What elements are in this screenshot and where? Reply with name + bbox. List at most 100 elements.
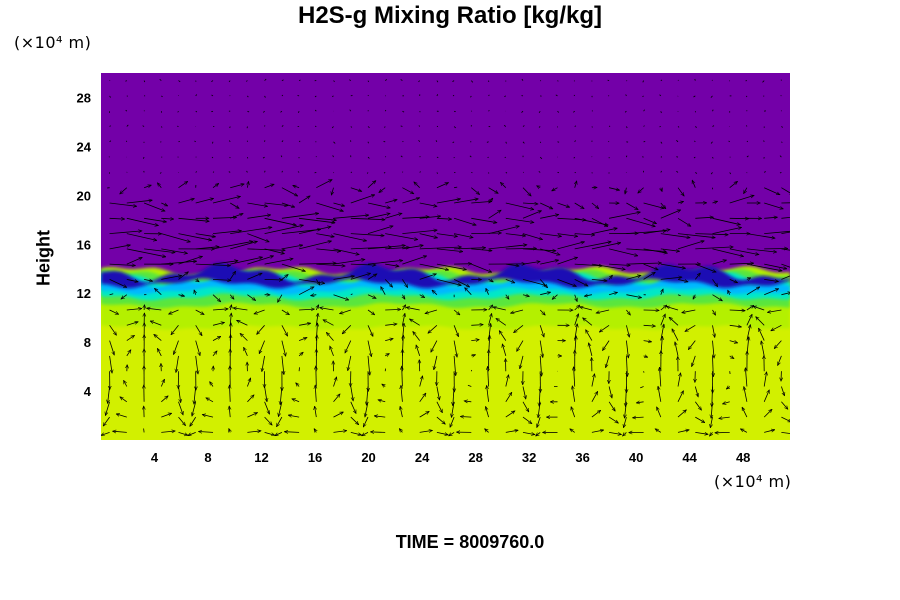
wind-vector [402,313,405,326]
wind-vector [688,340,696,350]
wind-vector [488,110,490,112]
wind-vector [436,218,452,219]
wind-vector [453,279,470,288]
wind-vector [161,431,175,432]
wind-vector [350,401,357,414]
wind-vector [471,248,492,251]
wind-vector [211,110,214,113]
wind-vector [126,233,157,241]
wind-vector [540,233,561,237]
wind-vector [292,399,300,403]
wind-vector [436,172,438,174]
wind-vector [633,417,644,418]
wind-vector [264,248,285,254]
wind-vector [333,377,337,387]
wind-vector [385,200,397,204]
y-tick-label: 12 [77,286,91,301]
wind-vector [729,356,734,359]
wind-vector [316,217,336,220]
wind-vector [712,125,715,127]
wind-vector [505,411,515,418]
wind-vector [522,401,529,412]
wind-vector [746,337,749,356]
wind-vector [781,401,788,410]
wind-vector [264,170,266,173]
wind-vector [454,199,478,204]
wind-vector [212,279,231,280]
wind-vector [195,110,198,113]
wind-vector [643,217,657,223]
wind-vector [677,294,681,297]
wind-vector-field [101,78,790,436]
wind-vector [349,109,352,112]
wind-vector [367,126,370,129]
wind-vector [229,202,239,208]
wind-vector [264,217,297,225]
wind-vector [212,241,253,250]
wind-vector [488,279,494,283]
wind-vector [229,406,230,418]
wind-vector [669,317,679,326]
wind-vector [781,432,790,434]
wind-vector [400,125,403,127]
wind-vector [539,340,543,358]
wind-vector [591,391,598,402]
wind-vector [471,187,479,195]
wind-vector [281,187,298,197]
wind-vector [326,332,334,341]
wind-vector [333,411,344,418]
wind-vector [574,314,579,326]
wind-vector [264,386,267,402]
wind-vector [350,386,353,401]
wind-vector [314,109,317,112]
wind-vector [264,259,294,265]
wind-vector [522,187,531,196]
wind-vector [712,279,718,286]
wind-vector [505,375,509,387]
wind-vector [695,263,716,272]
wind-vector [763,171,766,173]
wind-vector [161,218,174,219]
wind-vector [144,248,175,253]
wind-vector [281,275,288,280]
wind-vector [710,432,713,436]
wind-vector [195,264,231,266]
wind-vector [746,287,760,296]
wind-vector [419,216,441,219]
wind-vector [471,263,491,272]
wind-vector [693,95,696,98]
wind-vector [367,202,390,208]
wind-vector [161,276,181,280]
wind-vector [471,233,501,234]
wind-vector [449,432,455,436]
wind-vector [557,110,560,113]
wind-vector [160,126,163,128]
wind-vector [729,341,738,343]
wind-vector [331,126,334,129]
wind-vector [367,245,405,250]
wind-vector [296,383,299,387]
wind-vector [642,95,644,98]
wind-vector [384,109,387,112]
wind-vector [385,247,410,249]
wind-vector [522,233,543,240]
wind-vector [367,355,370,375]
wind-vector [416,345,421,357]
wind-vector [419,233,438,238]
wind-vector [178,401,184,415]
wind-vector [781,416,790,422]
wind-vector [315,406,317,418]
wind-vector [344,340,352,353]
wind-vector [381,287,386,295]
wind-vector [729,263,754,264]
wind-vector [195,171,198,173]
wind-vector [281,202,295,207]
wind-vector [311,295,317,296]
wind-vector [333,259,365,265]
wind-vector [453,217,476,225]
wind-vector [505,430,518,433]
wind-vector [575,336,576,356]
wind-vector [694,386,698,397]
wind-vector [116,414,127,418]
wind-vector [539,156,543,160]
